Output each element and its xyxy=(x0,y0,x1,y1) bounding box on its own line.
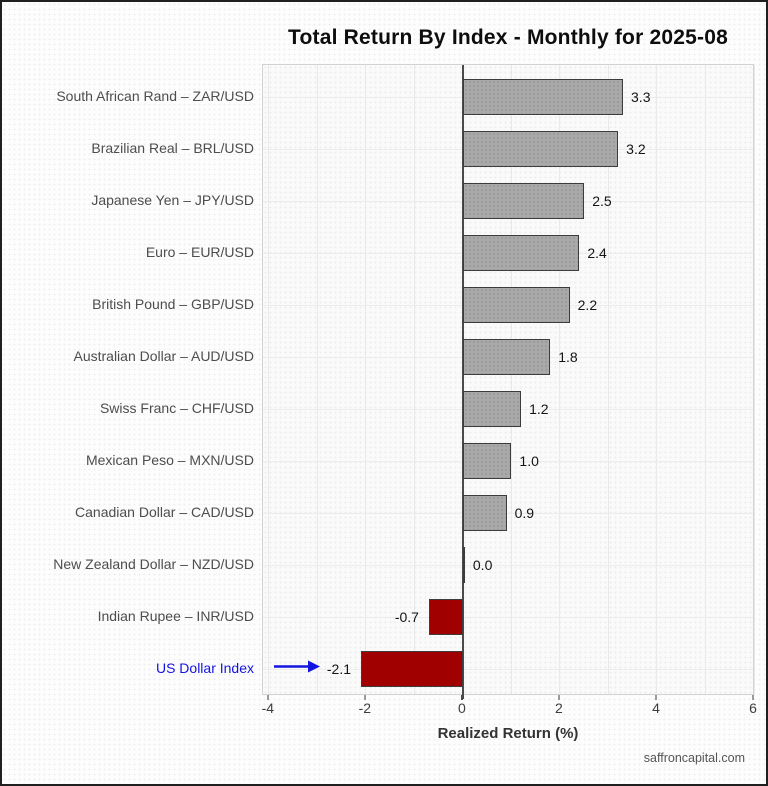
x-tick-label: 6 xyxy=(749,700,757,716)
bar-british-pound-gbp-usd xyxy=(462,287,570,323)
value-label-brazilian-real-brl-usd: 3.2 xyxy=(626,141,646,157)
bar-swiss-franc-chf-usd xyxy=(462,391,522,427)
value-label-australian-dollar-aud-usd: 1.8 xyxy=(558,349,578,365)
value-label-canadian-dollar-cad-usd: 0.9 xyxy=(514,505,535,521)
category-label-us-dollar-index: US Dollar Index xyxy=(155,660,254,676)
gridline-vertical xyxy=(413,65,415,694)
zero-line xyxy=(461,65,464,699)
gridline-vertical xyxy=(705,65,706,694)
bar-euro-eur-usd xyxy=(462,235,580,271)
category-label-japanese-yen-jpy-usd: Japanese Yen – JPY/USD xyxy=(91,192,254,208)
x-tick-label: 0 xyxy=(457,700,466,716)
gridline-horizontal xyxy=(263,669,753,670)
value-label-euro-eur-usd: 2.4 xyxy=(587,245,607,261)
category-label-euro-eur-usd: Euro – EUR/USD xyxy=(145,244,254,260)
value-label-swiss-franc-chf-usd: 1.2 xyxy=(529,401,549,417)
x-tick-label: -2 xyxy=(358,700,372,716)
value-label-us-dollar-index: -2.1 xyxy=(326,661,352,677)
category-label-canadian-dollar-cad-usd: Canadian Dollar – CAD/USD xyxy=(75,504,254,520)
highlight-right-arrow-icon xyxy=(273,659,321,680)
gridline-vertical xyxy=(607,65,609,694)
x-tick-mark xyxy=(752,695,754,700)
bar-new-zealand-dollar-nzd-usd xyxy=(462,547,465,583)
x-tick-mark xyxy=(558,695,560,700)
category-label-new-zealand-dollar-nzd-usd: New Zealand Dollar – NZD/USD xyxy=(53,556,254,572)
gridline-vertical xyxy=(268,65,270,694)
value-label-new-zealand-dollar-nzd-usd: 0.0 xyxy=(472,557,493,573)
bar-canadian-dollar-cad-usd xyxy=(462,495,507,531)
gridline-vertical xyxy=(753,65,755,694)
plot-area: 3.3 3.2 2.5 2.4 2.2 1.8 1.2 1.0 0.9 0.0 -0.7 -2.1 xyxy=(262,64,755,699)
x-tick-label: 4 xyxy=(652,700,660,716)
category-label-south-african-rand-zar-usd: South African Rand – ZAR/USD xyxy=(56,88,254,104)
value-label-british-pound-gbp-usd: 2.2 xyxy=(577,297,598,313)
gridline-vertical xyxy=(656,65,658,694)
value-label-indian-rupee-inr-usd: -0.7 xyxy=(394,609,419,625)
bar-us-dollar-index xyxy=(361,651,463,687)
gridline-vertical xyxy=(559,65,561,694)
category-label-indian-rupee-inr-usd: Indian Rupee – INR/USD xyxy=(97,608,254,624)
watermark: saffroncapital.com xyxy=(643,751,745,765)
chart-title: Total Return By Index - Monthly for 2025… xyxy=(288,26,728,49)
category-label-british-pound-gbp-usd: British Pound – GBP/USD xyxy=(92,296,254,312)
category-label-swiss-franc-chf-usd: Swiss Franc – CHF/USD xyxy=(99,400,254,416)
category-label-australian-dollar-aud-usd: Australian Dollar – AUD/USD xyxy=(73,348,254,364)
x-tick-mark xyxy=(267,695,269,700)
gridline-vertical xyxy=(510,65,512,694)
gridline-horizontal xyxy=(263,513,753,514)
value-label-south-african-rand-zar-usd: 3.3 xyxy=(631,89,651,105)
value-label-mexican-peso-mxn-usd: 1.0 xyxy=(519,453,539,469)
category-label-mexican-peso-mxn-usd: Mexican Peso – MXN/USD xyxy=(85,452,254,468)
gridline-horizontal xyxy=(263,565,753,566)
bar-mexican-peso-mxn-usd xyxy=(462,443,512,479)
gridline-vertical xyxy=(365,65,367,694)
gridline-horizontal xyxy=(263,617,753,618)
x-tick-mark xyxy=(461,695,463,700)
x-tick-label: -4 xyxy=(261,700,275,716)
x-tick-mark xyxy=(655,695,657,700)
bar-south-african-rand-zar-usd xyxy=(462,79,623,115)
x-tick-label: 2 xyxy=(555,700,563,716)
bar-brazilian-real-brl-usd xyxy=(462,131,619,167)
bar-australian-dollar-aud-usd xyxy=(462,339,551,375)
x-tick-mark xyxy=(364,695,366,700)
category-label-brazilian-real-brl-usd: Brazilian Real – BRL/USD xyxy=(91,140,254,156)
x-axis-label: Realized Return (%) xyxy=(437,725,579,742)
bar-indian-rupee-inr-usd xyxy=(428,599,463,635)
gridline-vertical xyxy=(316,65,318,694)
value-label-japanese-yen-jpy-usd: 2.5 xyxy=(592,193,612,209)
bar-japanese-yen-jpy-usd xyxy=(462,183,585,219)
